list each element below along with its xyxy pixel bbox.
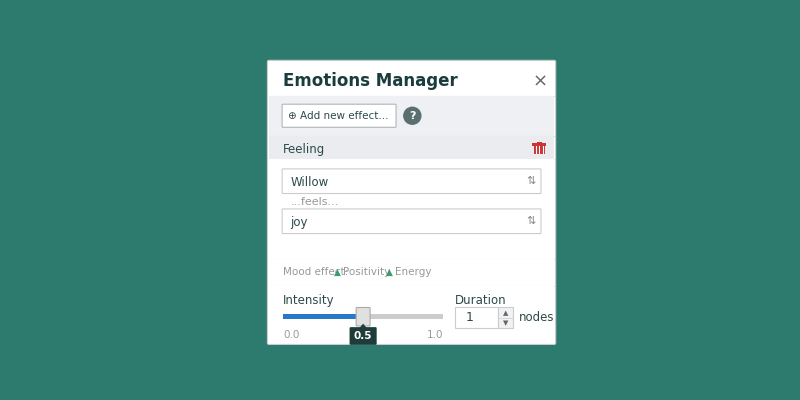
Text: ⊕ Add new effect...: ⊕ Add new effect...	[289, 111, 389, 121]
FancyBboxPatch shape	[534, 145, 545, 154]
Text: ▲: ▲	[386, 268, 393, 276]
FancyBboxPatch shape	[269, 259, 554, 286]
FancyBboxPatch shape	[282, 209, 541, 234]
FancyBboxPatch shape	[282, 169, 541, 194]
FancyBboxPatch shape	[269, 286, 554, 343]
FancyBboxPatch shape	[270, 63, 556, 344]
Text: ...feels...: ...feels...	[290, 197, 339, 207]
Text: Duration: Duration	[455, 294, 506, 307]
FancyBboxPatch shape	[350, 327, 377, 345]
Circle shape	[404, 107, 421, 124]
FancyBboxPatch shape	[537, 142, 542, 144]
Text: 1: 1	[466, 311, 474, 324]
Text: Energy: Energy	[395, 267, 432, 277]
FancyBboxPatch shape	[533, 144, 546, 146]
Text: Willow: Willow	[290, 176, 329, 189]
FancyBboxPatch shape	[269, 62, 554, 96]
Polygon shape	[359, 324, 367, 328]
FancyBboxPatch shape	[498, 308, 513, 328]
Text: ×: ×	[533, 73, 548, 91]
FancyBboxPatch shape	[455, 308, 498, 328]
Text: Intensity: Intensity	[283, 294, 334, 307]
FancyBboxPatch shape	[283, 314, 363, 319]
FancyBboxPatch shape	[282, 104, 396, 127]
Text: ▲: ▲	[334, 268, 341, 276]
Text: ▼: ▼	[502, 320, 508, 326]
Text: Positivity: Positivity	[343, 267, 390, 277]
Text: 1.0: 1.0	[427, 330, 443, 340]
FancyBboxPatch shape	[356, 308, 370, 326]
Text: Emotions Manager: Emotions Manager	[283, 72, 458, 90]
Text: joy: joy	[290, 216, 308, 229]
FancyBboxPatch shape	[267, 60, 556, 344]
Text: ▲: ▲	[502, 310, 508, 316]
Text: ⇅: ⇅	[526, 176, 535, 186]
FancyBboxPatch shape	[269, 136, 554, 159]
FancyBboxPatch shape	[363, 314, 443, 319]
Text: ?: ?	[409, 111, 415, 121]
Text: 0.5: 0.5	[354, 331, 372, 341]
FancyBboxPatch shape	[269, 159, 554, 259]
Text: Mood effect:: Mood effect:	[283, 267, 348, 277]
FancyBboxPatch shape	[269, 96, 554, 136]
Text: nodes: nodes	[519, 311, 554, 324]
Text: ⇅: ⇅	[526, 216, 535, 226]
Text: Feeling: Feeling	[283, 143, 325, 156]
Text: 0.0: 0.0	[283, 330, 299, 340]
